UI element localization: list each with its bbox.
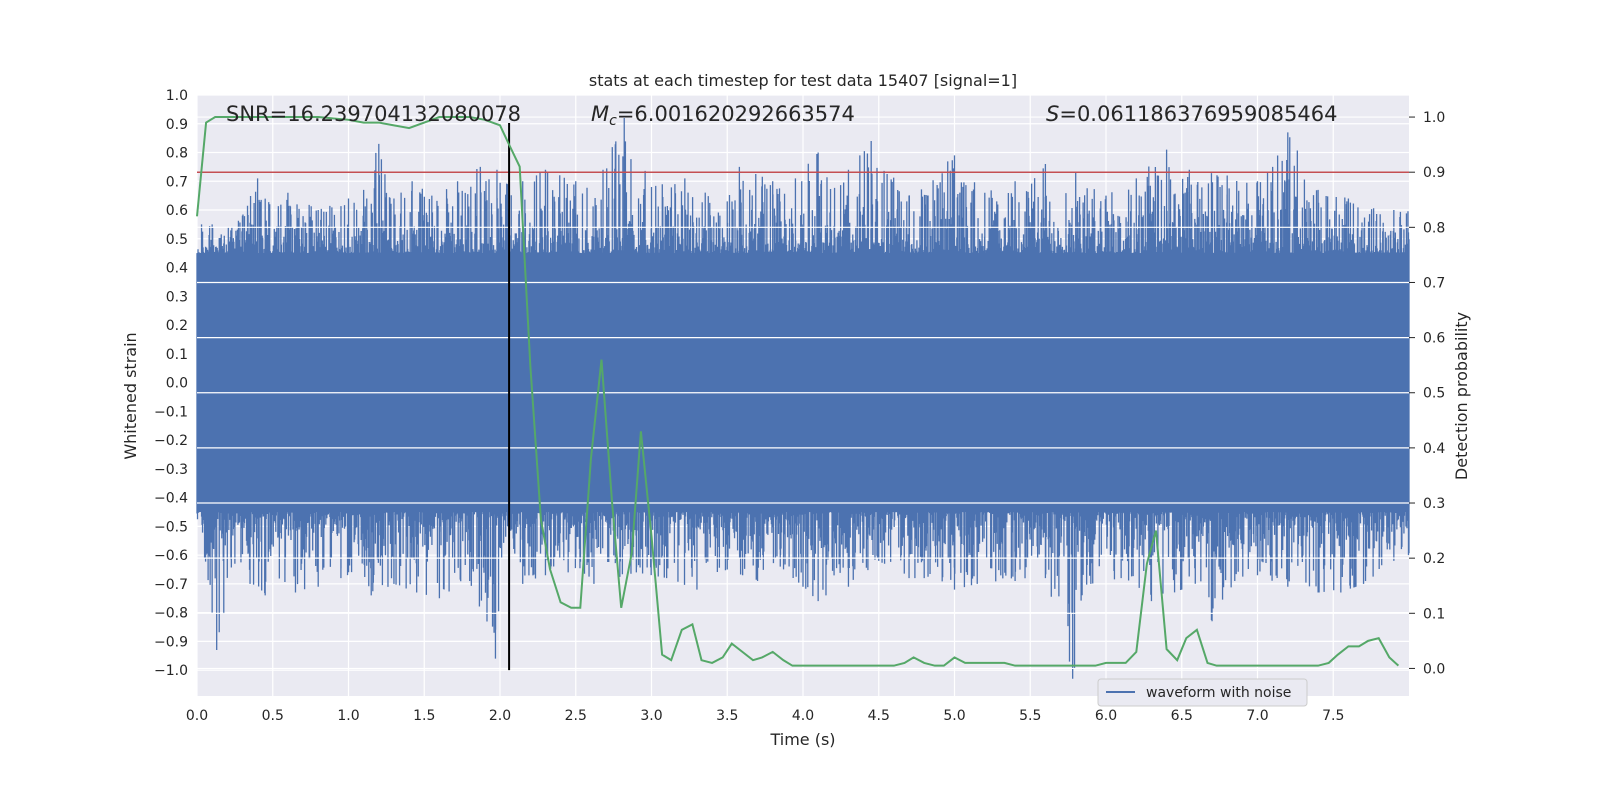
y2-tick-label-10: 0.0 [1423,661,1445,677]
detection-probability-line [196,116,1400,667]
y-tick-label-18: −0.8 [154,606,188,622]
waveform-series [196,118,1410,679]
y2-axis-label: Detection probability [1452,312,1471,480]
y2-tick-label-0: 1.0 [1423,110,1445,126]
y-tick-label-20: −1.0 [154,663,188,679]
x-tick-label-15: 7.5 [1322,708,1344,724]
x-tick-label-14: 7.0 [1246,708,1268,724]
y-tick-label-9: 0.1 [166,347,188,363]
y-tick-label-0: 1.0 [166,88,188,104]
score-symbol: S [1046,102,1059,126]
x-tick-label-2: 1.0 [337,708,359,724]
x-tick-label-12: 6.0 [1095,708,1117,724]
x-tick-label-6: 3.0 [640,708,662,724]
y-tick-label-6: 0.4 [166,261,188,277]
x-tick-label-7: 3.5 [716,708,738,724]
snr-annotation: SNR=16.239704132080078 [226,102,521,126]
y-tick-label-5: 0.5 [166,232,188,248]
y2-tick-label-5: 0.5 [1423,386,1445,402]
x-tick-label-0: 0.0 [186,708,208,724]
y-tick-label-11: −0.1 [154,404,188,420]
y-tick-label-1: 0.9 [166,117,188,133]
y2-tick-label-2: 0.8 [1423,220,1445,236]
y2-tick-label-9: 0.1 [1423,606,1445,622]
y-tick-label-13: −0.3 [154,462,188,478]
legend-box [1097,678,1308,707]
y-tick-label-14: −0.4 [154,491,188,507]
y-tick-label-10: 0.0 [166,376,188,392]
x-tick-label-9: 4.5 [868,708,890,724]
score-annotation: S=0.061186376959085464 [1046,102,1337,126]
x-tick-label-4: 2.0 [489,708,511,724]
y-tick-label-3: 0.7 [166,174,188,190]
y2-tick-label-8: 0.2 [1423,551,1445,567]
y-tick-label-12: −0.2 [154,433,188,449]
x-tick-label-3: 1.5 [413,708,435,724]
x-tick-label-11: 5.5 [1019,708,1041,724]
y-axis-ticks: 1.0 0.9 0.8 0.7 0.6 0.5 0.4 0.3 0.2 0.1 0.0 −0.1 −0.… [154,88,188,679]
chirp-mass-value: =6.001620292663574 [617,102,855,126]
y2-tick-label-1: 0.9 [1423,165,1445,181]
y-tick-label-2: 0.8 [166,146,188,162]
y2-tick-label-3: 0.7 [1423,275,1445,291]
score-value: =0.061186376959085464 [1059,102,1337,126]
x-tick-label-5: 2.5 [565,708,587,724]
y-axis-label: Whitened strain [121,332,140,459]
y-tick-label-15: −0.5 [154,519,188,535]
y-tick-label-17: −0.7 [154,577,188,593]
y2-tick-label-6: 0.4 [1423,441,1445,457]
waveform-core-band [197,253,1409,512]
chirp-mass-symbol: M [591,102,609,126]
x-tick-label-10: 5.0 [943,708,965,724]
legend-label-waveform: waveform with noise [1146,685,1291,701]
legend: waveform with noise [1097,678,1308,707]
x-axis-label: Time (s) [769,730,835,749]
y2-tick-label-7: 0.3 [1423,496,1445,512]
y2-axis-ticks: 1.0 0.9 0.8 0.7 0.6 0.5 0.4 0.3 0.2 0.1 0.0 [1409,110,1445,677]
y-tick-label-7: 0.3 [166,289,188,305]
chart-title: stats at each timestep for test data 154… [589,71,1017,90]
x-tick-label-8: 4.0 [792,708,814,724]
x-tick-label-1: 0.5 [262,708,284,724]
y-tick-label-4: 0.6 [166,203,188,219]
x-tick-label-13: 6.5 [1171,708,1193,724]
y-tick-label-8: 0.2 [166,318,188,334]
chirp-mass-annotation: Mc=6.001620292663574 [591,102,855,129]
chirp-mass-subscript: c [609,113,617,129]
y2-tick-label-4: 0.6 [1423,331,1445,347]
x-axis-ticks: 0.0 0.5 1.0 1.5 2.0 2.5 3.0 3.5 4.0 4.5 5.0 5.5 6.0 6… [186,708,1345,724]
y-tick-label-16: −0.6 [154,548,188,564]
y-tick-label-19: −0.9 [154,634,188,650]
